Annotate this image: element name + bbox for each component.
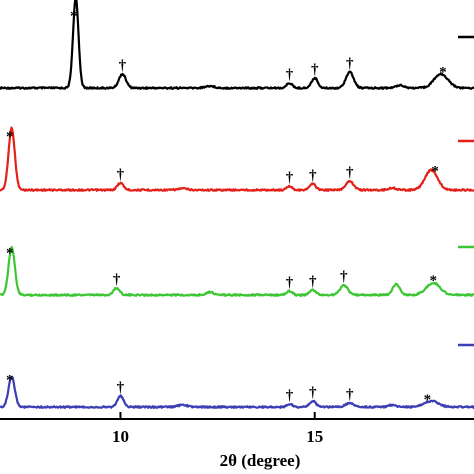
dagger-marker-4-4: † <box>309 385 317 401</box>
dagger-marker-4-3: † <box>286 388 294 404</box>
dagger-marker-1-3: † <box>286 67 294 83</box>
dagger-marker-1-5: † <box>346 56 354 72</box>
dagger-marker-4-2: † <box>117 380 125 396</box>
dagger-marker-2-2: † <box>117 167 125 183</box>
dagger-marker-1-2: † <box>119 58 127 74</box>
series-line-3 <box>0 245 474 297</box>
dagger-marker-2-4: † <box>309 168 317 184</box>
legend <box>458 35 474 347</box>
dagger-marker-3-2: † <box>113 272 121 288</box>
peak-marker-layer: * † † † † * * † † † † * * † † † † * * † † † † * <box>6 8 447 408</box>
series-line-1 <box>0 0 474 90</box>
dagger-marker-4-5: † <box>346 387 354 403</box>
dagger-marker-3-5: † <box>340 269 348 285</box>
asterisk-marker-3-6: * <box>429 273 437 289</box>
dagger-marker-2-5: † <box>346 165 354 181</box>
dagger-marker-1-4: † <box>311 62 319 78</box>
asterisk-marker-4-6: * <box>424 392 432 408</box>
series-line-2 <box>0 126 474 192</box>
x-axis: 10 15 <box>0 412 474 446</box>
dagger-marker-3-3: † <box>286 275 294 291</box>
asterisk-marker-3-1: * <box>6 246 14 262</box>
asterisk-marker-1-6: * <box>439 65 447 81</box>
dagger-marker-2-3: † <box>286 170 294 186</box>
asterisk-marker-2-1: * <box>6 129 14 145</box>
asterisk-marker-4-1: * <box>6 372 14 388</box>
series-layer <box>0 0 474 409</box>
series-line-4 <box>0 375 474 409</box>
asterisk-marker-2-6: * <box>431 164 439 180</box>
asterisk-marker-1-1: * <box>70 8 78 24</box>
x-tick-label-15: 15 <box>306 427 323 446</box>
x-axis-title: 2θ (degree) <box>220 451 301 470</box>
x-tick-label-10: 10 <box>112 427 129 446</box>
dagger-marker-3-4: † <box>309 274 317 290</box>
